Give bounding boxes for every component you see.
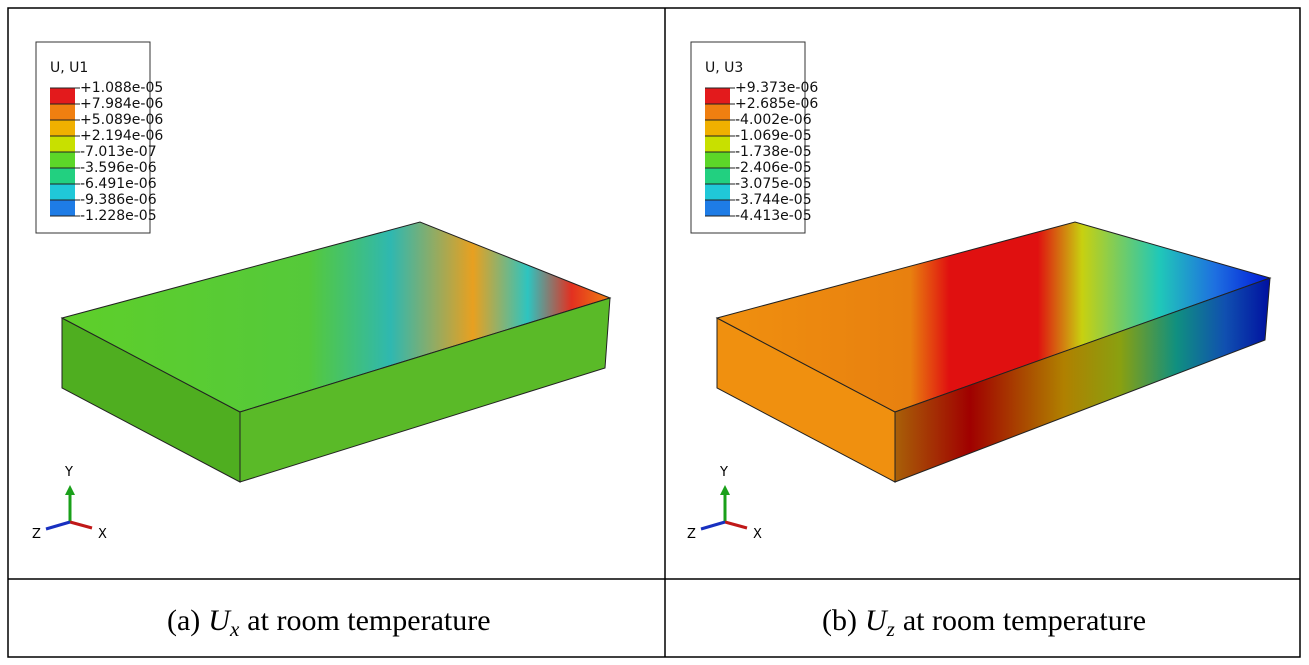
legend-value: -2.406e-05 [735, 160, 812, 176]
legend-value: +2.194e-06 [80, 128, 163, 144]
axis-label: Z [687, 527, 696, 542]
axis-label: Y [719, 465, 728, 480]
legend-swatch [50, 168, 75, 184]
legend-title: U, U3 [705, 60, 743, 76]
legend-value: +7.984e-06 [80, 96, 163, 112]
axis-z [46, 522, 70, 529]
legend-value: -6.491e-06 [80, 176, 157, 192]
caption-label: (a) [167, 604, 200, 637]
legend-swatch [50, 136, 75, 152]
axis-y-head [65, 485, 75, 495]
legend-swatch [50, 120, 75, 136]
figure: U, U1 +1.088e-05+7.984e-06+5.089e-06+2.19… [0, 0, 1309, 665]
caption-subscript: z [886, 617, 895, 641]
legend-value: -3.075e-05 [735, 176, 812, 192]
legend-title: U, U1 [50, 60, 88, 76]
legend-value: -1.228e-05 [80, 208, 157, 224]
caption: (a)Ux at room temperature [167, 604, 491, 641]
legend-swatch [50, 88, 75, 104]
axis-label: X [98, 527, 107, 542]
axis-z [701, 522, 725, 529]
legend: U, U3 +9.373e-06+2.685e-06-4.002e-06-1.06… [691, 42, 818, 233]
legend-swatch [705, 200, 730, 216]
legend-value: +1.088e-05 [80, 80, 163, 96]
legend-swatch [50, 152, 75, 168]
caption-symbol: U [865, 604, 889, 637]
model-b [717, 222, 1270, 482]
legend-value: -1.069e-05 [735, 128, 812, 144]
legend-swatch [705, 184, 730, 200]
legend-value: +9.373e-06 [735, 80, 818, 96]
caption-text: at room temperature [247, 604, 490, 637]
axis-label: Y [64, 465, 73, 480]
caption-symbol: U [208, 604, 232, 637]
axis-label: X [753, 527, 762, 542]
legend-swatch [705, 152, 730, 168]
axis-x [725, 522, 747, 528]
axis-label: Z [32, 527, 41, 542]
legend-swatch [705, 104, 730, 120]
caption: (b)Uz at room temperature [822, 604, 1146, 641]
caption-label: (b) [822, 604, 857, 637]
legend-value: -3.596e-06 [80, 160, 157, 176]
legend-value: -9.386e-06 [80, 192, 157, 208]
legend-value: +2.685e-06 [735, 96, 818, 112]
legend-swatch [50, 200, 75, 216]
legend: U, U1 +1.088e-05+7.984e-06+5.089e-06+2.19… [36, 42, 163, 233]
legend-swatch [50, 104, 75, 120]
legend-swatch [50, 184, 75, 200]
legend-swatch [705, 88, 730, 104]
legend-swatch [705, 168, 730, 184]
legend-value: -3.744e-05 [735, 192, 812, 208]
caption-subscript: x [229, 617, 240, 641]
legend-value: -1.738e-05 [735, 144, 812, 160]
legend-value: -7.013e-07 [80, 144, 157, 160]
legend-value: -4.002e-06 [735, 112, 812, 128]
legend-swatch [705, 136, 730, 152]
legend-swatch [705, 120, 730, 136]
legend-value: -4.413e-05 [735, 208, 812, 224]
model-a [62, 222, 610, 482]
legend-value: +5.089e-06 [80, 112, 163, 128]
axis-y-head [720, 485, 730, 495]
axis-x [70, 522, 92, 528]
caption-text: at room temperature [903, 604, 1146, 637]
